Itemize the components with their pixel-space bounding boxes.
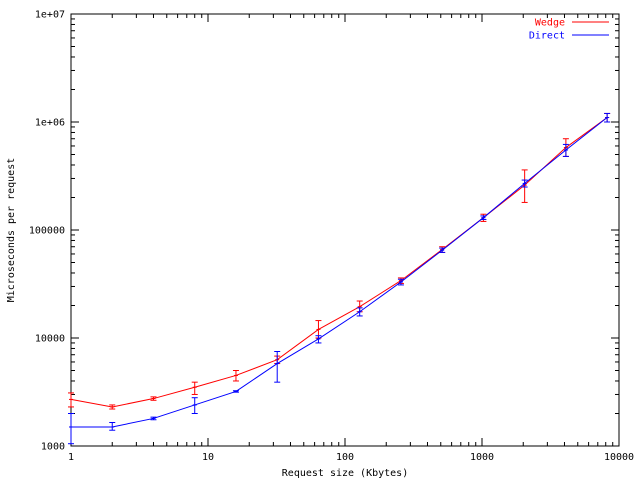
y-tick-label: 1e+07 (35, 10, 65, 21)
axis-ticks: 1 10 100 1000 10000 1000 10000 100000 1e+06 1e+07 (29, 10, 634, 464)
x-tick-label: 1 (68, 452, 74, 463)
x-tick-label: 10 (202, 452, 214, 463)
series-line-direct (71, 117, 608, 428)
y-axis-label: Microseconds per request (6, 158, 17, 303)
x-tick-label: 1000 (470, 452, 494, 463)
legend: Wedge Direct (529, 18, 609, 42)
legend-label-direct: Direct (529, 31, 565, 42)
y-tick-label: 100000 (29, 226, 65, 237)
plot-frame (70, 13, 620, 447)
x-tick-label: 100 (336, 452, 354, 463)
series-direct (68, 112, 611, 445)
y-tick-label: 10000 (35, 334, 65, 345)
series-line-wedge (70, 117, 608, 408)
series-wedge (68, 112, 611, 410)
series-group (68, 112, 611, 445)
legend-label-wedge: Wedge (535, 18, 565, 29)
x-axis-label: Request size (Kbytes) (282, 468, 408, 479)
x-tick-label: 10000 (604, 452, 634, 463)
y-tick-label: 1000 (41, 442, 65, 453)
y-tick-label: 1e+06 (35, 118, 65, 129)
